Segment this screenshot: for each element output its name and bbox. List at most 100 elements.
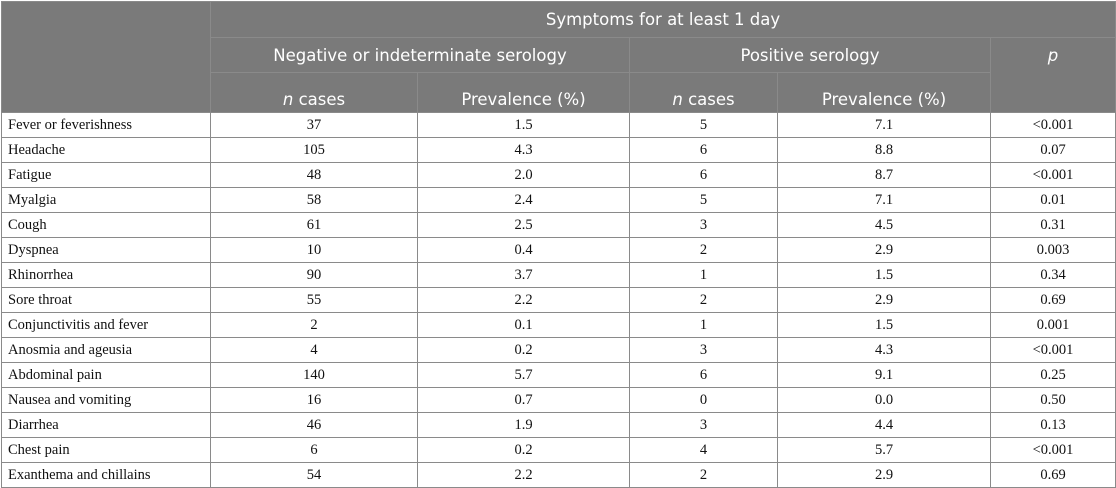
header-title: Symptoms for at least 1 day <box>209 1 1116 38</box>
cases-label: cases <box>682 90 735 109</box>
table-row: Fatigue 48 2.0 6 8.7 <0.001 <box>1 162 1116 188</box>
table-row: Dyspnea 10 0.4 2 2.9 0.003 <box>1 237 1116 263</box>
symptom-cell: Rhinorrhea <box>1 262 211 288</box>
symptom-cell: Fatigue <box>1 162 211 188</box>
neg-prevalence-cell: 0.2 <box>417 437 630 463</box>
pos-prevalence-cell: 5.7 <box>777 437 991 463</box>
neg-n-cases-cell: 4 <box>210 337 418 363</box>
cases-label: cases <box>293 90 346 109</box>
pos-prevalence-cell: 4.4 <box>777 412 991 438</box>
pos-prevalence-cell: 8.7 <box>777 162 991 188</box>
pos-n-cases-cell: 2 <box>629 237 778 263</box>
p-value-cell: 0.69 <box>989 462 1116 488</box>
p-value-cell: 0.001 <box>989 312 1116 338</box>
symptom-cell: Chest pain <box>1 437 211 463</box>
neg-prevalence-cell: 0.7 <box>417 387 630 413</box>
table-row: Anosmia and ageusia 4 0.2 3 4.3 <0.001 <box>1 337 1116 363</box>
pos-prevalence-cell: 7.1 <box>777 112 991 138</box>
neg-prevalence-cell: 0.1 <box>417 312 630 338</box>
neg-prevalence-cell: 2.4 <box>417 187 630 213</box>
p-value-cell: <0.001 <box>989 162 1116 188</box>
neg-prevalence-cell: 1.5 <box>417 112 630 138</box>
pos-prevalence-cell: 7.1 <box>777 187 991 213</box>
header-pos-prevalence: Prevalence (%) <box>777 72 991 113</box>
pos-prevalence-cell: 9.1 <box>777 362 991 388</box>
neg-prevalence-cell: 4.3 <box>417 137 630 163</box>
symptom-cell: Exanthema and chillains <box>1 462 211 488</box>
symptom-cell: Fever or feverishness <box>1 112 211 138</box>
header-neg-prevalence: Prevalence (%) <box>417 72 630 113</box>
symptom-cell: Nausea and vomiting <box>1 387 211 413</box>
neg-n-cases-cell: 105 <box>210 137 418 163</box>
neg-n-cases-cell: 37 <box>210 112 418 138</box>
p-value-cell: <0.001 <box>989 112 1116 138</box>
pos-prevalence-cell: 1.5 <box>777 262 991 288</box>
neg-n-cases-cell: 140 <box>210 362 418 388</box>
pos-n-cases-cell: 6 <box>629 162 778 188</box>
table-row: Fever or feverishness 37 1.5 5 7.1 <0.00… <box>1 112 1116 138</box>
pos-n-cases-cell: 2 <box>629 287 778 313</box>
symptom-cell: Cough <box>1 212 211 238</box>
neg-n-cases-cell: 10 <box>210 237 418 263</box>
pos-n-cases-cell: 1 <box>629 312 778 338</box>
header-corner-cell <box>1 1 211 113</box>
table-body: Fever or feverishness 37 1.5 5 7.1 <0.00… <box>1 112 1116 488</box>
neg-prevalence-cell: 3.7 <box>417 262 630 288</box>
neg-n-cases-cell: 54 <box>210 462 418 488</box>
pos-n-cases-cell: 5 <box>629 112 778 138</box>
pos-n-cases-cell: 2 <box>629 462 778 488</box>
header-p-value: p <box>989 37 1116 113</box>
p-value-cell: 0.003 <box>989 237 1116 263</box>
neg-n-cases-cell: 90 <box>210 262 418 288</box>
p-value-cell: <0.001 <box>989 337 1116 363</box>
pos-n-cases-cell: 6 <box>629 362 778 388</box>
table-row: Chest pain 6 0.2 4 5.7 <0.001 <box>1 437 1116 463</box>
table-row: Diarrhea 46 1.9 3 4.4 0.13 <box>1 412 1116 438</box>
neg-prevalence-cell: 2.0 <box>417 162 630 188</box>
p-value-cell: 0.69 <box>989 287 1116 313</box>
p-symbol: p <box>1047 46 1059 65</box>
neg-prevalence-cell: 0.2 <box>417 337 630 363</box>
table-row: Rhinorrhea 90 3.7 1 1.5 0.34 <box>1 262 1116 288</box>
header-neg-n-cases: n cases <box>210 72 418 113</box>
symptom-cell: Headache <box>1 137 211 163</box>
table-row: Nausea and vomiting 16 0.7 0 0.0 0.50 <box>1 387 1116 413</box>
header-group-positive: Positive serology <box>629 37 991 73</box>
pos-n-cases-cell: 5 <box>629 187 778 213</box>
pos-prevalence-cell: 8.8 <box>777 137 991 163</box>
table-header: Symptoms for at least 1 day Negative or … <box>1 1 1116 113</box>
symptom-cell: Dyspnea <box>1 237 211 263</box>
p-value-cell: <0.001 <box>989 437 1116 463</box>
pos-n-cases-cell: 6 <box>629 137 778 163</box>
neg-prevalence-cell: 5.7 <box>417 362 630 388</box>
neg-n-cases-cell: 55 <box>210 287 418 313</box>
p-value-cell: 0.50 <box>989 387 1116 413</box>
p-value-cell: 0.07 <box>989 137 1116 163</box>
pos-prevalence-cell: 1.5 <box>777 312 991 338</box>
neg-prevalence-cell: 0.4 <box>417 237 630 263</box>
symptom-cell: Anosmia and ageusia <box>1 337 211 363</box>
neg-prevalence-cell: 1.9 <box>417 412 630 438</box>
pos-prevalence-cell: 4.5 <box>777 212 991 238</box>
table-row: Conjunctivitis and fever 2 0.1 1 1.5 0.0… <box>1 312 1116 338</box>
neg-n-cases-cell: 58 <box>210 187 418 213</box>
symptom-cell: Sore throat <box>1 287 211 313</box>
pos-prevalence-cell: 2.9 <box>777 237 991 263</box>
pos-n-cases-cell: 3 <box>629 412 778 438</box>
neg-prevalence-cell: 2.2 <box>417 462 630 488</box>
neg-n-cases-cell: 16 <box>210 387 418 413</box>
symptom-cell: Diarrhea <box>1 412 211 438</box>
neg-n-cases-cell: 46 <box>210 412 418 438</box>
table-row: Abdominal pain 140 5.7 6 9.1 0.25 <box>1 362 1116 388</box>
pos-n-cases-cell: 0 <box>629 387 778 413</box>
n-symbol: n <box>672 90 683 109</box>
pos-n-cases-cell: 3 <box>629 212 778 238</box>
neg-n-cases-cell: 2 <box>210 312 418 338</box>
neg-prevalence-cell: 2.2 <box>417 287 630 313</box>
pos-prevalence-cell: 2.9 <box>777 462 991 488</box>
pos-n-cases-cell: 1 <box>629 262 778 288</box>
pos-n-cases-cell: 3 <box>629 337 778 363</box>
table-row: Sore throat 55 2.2 2 2.9 0.69 <box>1 287 1116 313</box>
p-value-cell: 0.25 <box>989 362 1116 388</box>
